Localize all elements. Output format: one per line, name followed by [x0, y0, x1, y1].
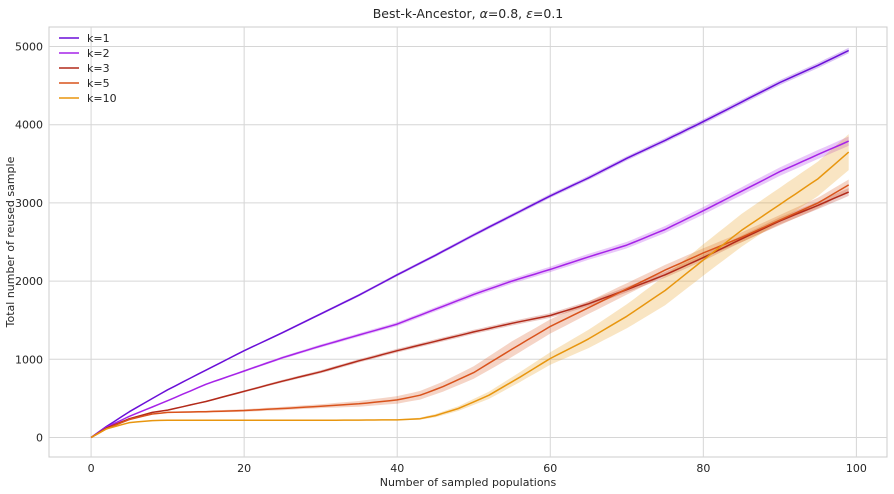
x-tick-label: 100 [846, 462, 867, 475]
y-tick-label: 3000 [15, 197, 43, 210]
confidence-band [91, 47, 849, 438]
y-axis-label: Total number of reused sample [4, 156, 17, 328]
chart-title: Best-k-Ancestor, α=0.8, ε=0.1 [373, 6, 564, 21]
x-axis-label: Number of sampled populations [380, 476, 557, 489]
legend-label: k=5 [87, 77, 110, 90]
series-line [90, 49, 850, 439]
x-tick-label: 60 [543, 462, 557, 475]
x-tick-label: 0 [88, 462, 95, 475]
legend-label: k=1 [87, 32, 110, 45]
x-tick-label: 40 [390, 462, 404, 475]
x-axis-ticks: 0 20 40 60 80 100 [88, 462, 867, 475]
grid [49, 27, 887, 457]
legend-label: k=2 [87, 47, 110, 60]
legend: k=1 k=2 k=3 k=5 k=10 [59, 32, 117, 105]
x-tick-label: 20 [237, 462, 251, 475]
y-tick-label: 2000 [15, 275, 43, 288]
y-axis-ticks: 0 1000 2000 3000 4000 5000 [15, 41, 43, 445]
series-line [90, 191, 849, 439]
y-tick-label: 4000 [15, 119, 43, 132]
y-tick-label: 1000 [15, 353, 43, 366]
x-tick-label: 80 [696, 462, 710, 475]
y-tick-label: 0 [36, 431, 43, 444]
legend-label: k=10 [87, 92, 117, 105]
legend-label: k=3 [87, 62, 110, 75]
confidence-bands [91, 47, 849, 438]
y-tick-label: 5000 [15, 41, 43, 54]
series-line [90, 151, 850, 439]
series-line [90, 140, 850, 439]
series-lines [90, 49, 850, 439]
